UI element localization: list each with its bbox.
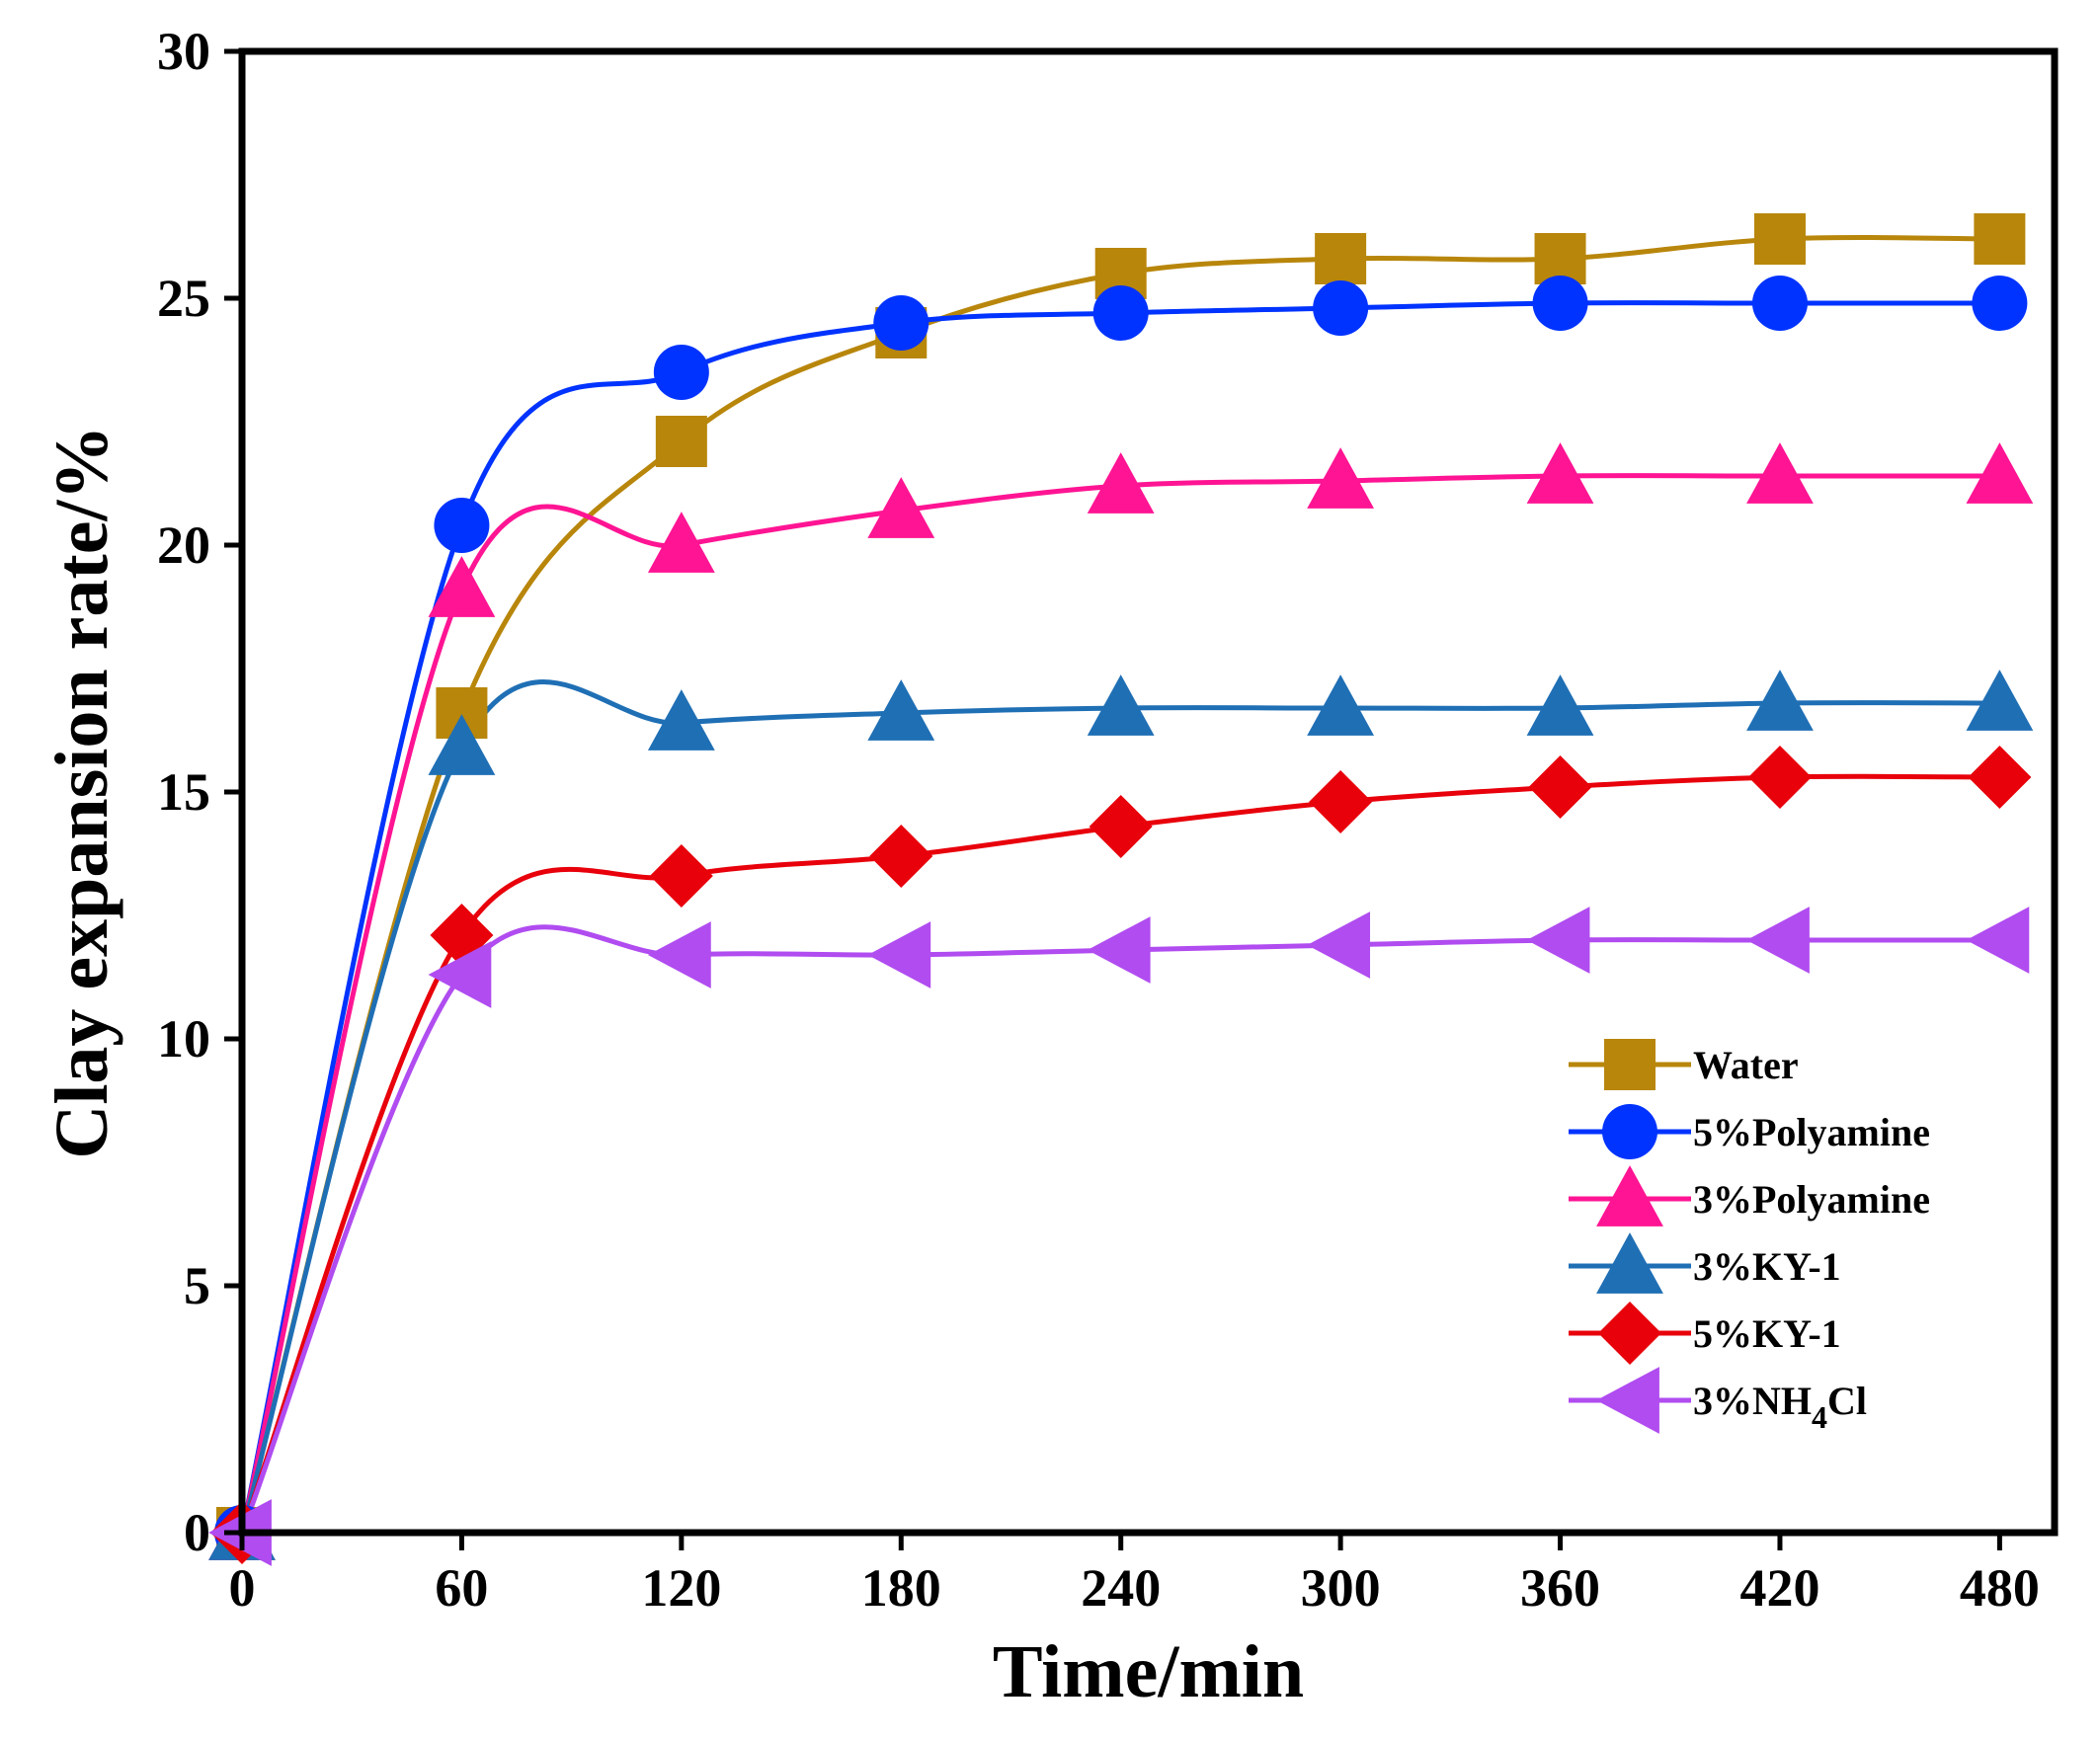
data-point-2-5 <box>1307 447 1375 509</box>
series-line-1 <box>239 300 2000 1534</box>
data-point-1-5 <box>1313 280 1369 336</box>
data-point-4-3 <box>869 825 933 888</box>
series-line-2 <box>239 473 2000 1534</box>
legend: Water 5%Polyamine 3%Polyamine 3%KY-1 5%KY-1 3… <box>1569 1039 1930 1435</box>
series-line-3 <box>239 679 2000 1534</box>
legend-label: 3%KY-1 <box>1693 1244 1841 1289</box>
series-line-5 <box>239 924 2000 1534</box>
x-tick-label: 420 <box>1739 1558 1819 1618</box>
data-point-2-3 <box>867 477 935 538</box>
legend-label-text: Water <box>1693 1043 1799 1087</box>
y-tick-label: 25 <box>157 269 210 328</box>
x-tick-label: 360 <box>1520 1558 1600 1618</box>
series-line-4 <box>239 773 2000 1534</box>
x-tick-label: 120 <box>641 1558 721 1618</box>
x-tick-label: 180 <box>861 1558 941 1618</box>
data-point-4-8 <box>1968 746 2032 809</box>
legend-label: 5%Polyamine <box>1693 1110 1930 1154</box>
data-point-5-5 <box>1307 911 1371 979</box>
legend-label: Water <box>1693 1043 1799 1087</box>
data-point-3-4 <box>1087 674 1155 736</box>
data-point-1-8 <box>1972 276 2028 331</box>
legend-marker <box>1596 1367 1659 1434</box>
data-point-1-1 <box>434 498 490 553</box>
data-point-1-7 <box>1751 276 1808 331</box>
data-point-0-7 <box>1753 213 1806 265</box>
legend-label: 3%NH4Cl <box>1693 1379 1867 1435</box>
data-point-3-8 <box>1966 670 2034 731</box>
data-point-3-3 <box>867 679 935 741</box>
data-point-1-3 <box>873 295 929 351</box>
data-point-4-6 <box>1528 755 1592 819</box>
y-tick-label: 30 <box>157 22 210 81</box>
data-point-2-1 <box>428 556 496 617</box>
y-tick-label: 20 <box>157 515 210 575</box>
data-point-4-5 <box>1309 770 1373 833</box>
data-point-5-7 <box>1746 907 1810 974</box>
data-point-1-6 <box>1532 276 1588 331</box>
data-point-3-1 <box>428 714 496 775</box>
series-markers <box>208 213 2034 1566</box>
legend-label-text: 3%Polyamine <box>1693 1177 1930 1222</box>
data-point-4-7 <box>1747 746 1812 809</box>
legend-label: 5%KY-1 <box>1693 1311 1841 1356</box>
data-point-5-2 <box>647 921 711 989</box>
legend-label-subscript: 4 <box>1812 1399 1827 1435</box>
x-tick-label: 0 <box>229 1558 256 1618</box>
data-point-3-2 <box>647 689 715 751</box>
y-tick-label: 0 <box>184 1503 210 1562</box>
x-tick-label: 480 <box>1960 1558 2040 1618</box>
y-tick-label: 15 <box>157 762 210 822</box>
data-point-2-2 <box>647 512 715 573</box>
legend-label: 3%Polyamine <box>1693 1177 1930 1222</box>
data-point-0-8 <box>1974 213 2026 265</box>
series-lines <box>239 235 2000 1534</box>
data-point-2-4 <box>1087 452 1155 514</box>
x-axis: 0 60 120 180 240 300 360 420 480 <box>229 1533 2040 1618</box>
x-tick-label: 240 <box>1081 1558 1161 1618</box>
data-point-0-2 <box>655 416 707 467</box>
x-axis-title: Time/min <box>993 1630 1304 1713</box>
legend-label-text: 5%Polyamine <box>1693 1110 1930 1154</box>
data-point-5-3 <box>867 921 931 989</box>
data-point-1-4 <box>1092 285 1149 341</box>
data-point-4-2 <box>649 844 713 908</box>
x-tick-label: 300 <box>1301 1558 1381 1618</box>
legend-marker <box>1596 1232 1663 1294</box>
legend-label-suffix: Cl <box>1827 1379 1867 1423</box>
data-point-3-5 <box>1307 674 1375 736</box>
data-point-3-6 <box>1526 674 1594 736</box>
data-point-2-8 <box>1966 442 2034 504</box>
y-axis-title: Clay expansion rate/% <box>40 425 123 1158</box>
legend-marker <box>1598 1302 1661 1365</box>
data-point-5-8 <box>1966 907 2030 974</box>
data-point-2-7 <box>1746 442 1814 504</box>
legend-marker <box>1604 1039 1656 1090</box>
data-point-5-4 <box>1087 916 1151 984</box>
legend-marker <box>1602 1104 1657 1159</box>
x-tick-label: 60 <box>435 1558 488 1618</box>
data-point-1-2 <box>653 345 709 400</box>
y-axis: 0 5 10 15 20 25 30 <box>157 22 242 1562</box>
data-point-5-6 <box>1526 907 1590 974</box>
legend-marker <box>1596 1165 1663 1227</box>
y-tick-label: 10 <box>157 1009 210 1068</box>
data-point-4-4 <box>1089 795 1153 858</box>
y-tick-label: 5 <box>184 1256 210 1315</box>
data-point-0-5 <box>1315 233 1367 284</box>
legend-label-text: 3%KY-1 <box>1693 1244 1841 1289</box>
data-point-2-6 <box>1526 442 1594 504</box>
data-point-3-7 <box>1746 670 1814 731</box>
data-point-5-1 <box>428 941 492 1008</box>
legend-label-text: 3%NH <box>1693 1379 1812 1423</box>
series-line-0 <box>239 235 2000 1534</box>
legend-label-text: 5%KY-1 <box>1693 1311 1841 1356</box>
